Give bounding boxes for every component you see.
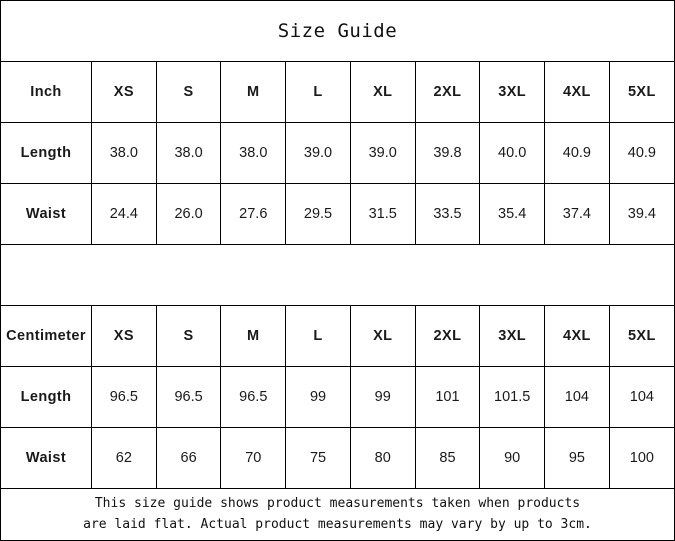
size-header-cm-xs: XS: [91, 306, 157, 367]
cell-waist-inch-2xl: 33.5: [415, 183, 481, 245]
row-label-waist-inch: Waist: [1, 183, 92, 245]
row-label-waist-cm: Waist: [1, 427, 92, 489]
cell-waist-cm-4xl: 95: [544, 427, 610, 489]
cell-waist-cm-3xl: 90: [479, 427, 546, 489]
cell-length-cm-m: 96.5: [220, 366, 287, 428]
cell-waist-cm-xs: 62: [91, 427, 157, 489]
cell-waist-inch-l: 29.5: [285, 183, 351, 245]
table-row: Waist 24.4 26.0 27.6 29.5 31.5 33.5 35.4…: [1, 183, 674, 245]
cell-length-inch-3xl: 40.0: [479, 122, 546, 184]
size-header-3xl: 3XL: [479, 62, 546, 123]
table-header-row: Centimeter XS S M L XL 2XL 3XL 4XL 5XL: [1, 306, 674, 367]
cell-length-inch-4xl: 40.9: [544, 122, 610, 184]
unit-label-inch: Inch: [1, 62, 92, 123]
cell-waist-inch-m: 27.6: [220, 183, 287, 245]
row-label-length-cm: Length: [1, 366, 92, 428]
cell-waist-cm-xl: 80: [350, 427, 416, 489]
table-row: Length 38.0 38.0 38.0 39.0 39.0 39.8 40.…: [1, 122, 674, 184]
size-header-cm-4xl: 4XL: [544, 306, 610, 367]
size-header-cm-2xl: 2XL: [415, 306, 481, 367]
cell-waist-inch-5xl: 39.4: [609, 183, 674, 245]
cell-waist-cm-5xl: 100: [609, 427, 674, 489]
cell-waist-inch-s: 26.0: [156, 183, 222, 245]
size-header-cm-xl: XL: [350, 306, 416, 367]
size-header-2xl: 2XL: [415, 62, 481, 123]
cell-length-inch-xl: 39.0: [350, 122, 416, 184]
size-header-m: M: [220, 62, 287, 123]
note-line-2: are laid flat. Actual product measuremen…: [83, 516, 592, 532]
size-guide-note: This size guide shows product measuremen…: [1, 489, 674, 540]
table-row: Length 96.5 96.5 96.5 99 99 101 101.5 10…: [1, 366, 674, 428]
cell-length-inch-xs: 38.0: [91, 122, 157, 184]
cell-waist-inch-xl: 31.5: [350, 183, 416, 245]
cell-waist-cm-l: 75: [285, 427, 351, 489]
size-header-xs: XS: [91, 62, 157, 123]
cell-length-cm-xs: 96.5: [91, 366, 157, 428]
cell-waist-cm-2xl: 85: [415, 427, 481, 489]
cell-length-cm-5xl: 104: [609, 366, 674, 428]
cell-length-cm-xl: 99: [350, 366, 416, 428]
cell-length-inch-2xl: 39.8: [415, 122, 481, 184]
cell-length-inch-5xl: 40.9: [609, 122, 674, 184]
size-header-4xl: 4XL: [544, 62, 610, 123]
size-header-l: L: [285, 62, 351, 123]
size-header-cm-s: S: [156, 306, 222, 367]
page-title: Size Guide: [277, 20, 398, 42]
size-header-cm-l: L: [285, 306, 351, 367]
size-header-cm-5xl: 5XL: [609, 306, 674, 367]
note-text: This size guide shows product measuremen…: [83, 494, 592, 534]
size-guide-title-row: Size Guide: [1, 1, 674, 62]
cell-length-inch-s: 38.0: [156, 122, 222, 184]
unit-label-centimeter: Centimeter: [1, 306, 92, 367]
size-header-s: S: [156, 62, 222, 123]
size-header-5xl: 5XL: [609, 62, 674, 123]
cell-length-cm-l: 99: [285, 366, 351, 428]
size-header-xl: XL: [350, 62, 416, 123]
row-label-length-inch: Length: [1, 122, 92, 184]
table-row: Waist 62 66 70 75 80 85 90 95 100: [1, 427, 674, 489]
cell-waist-inch-4xl: 37.4: [544, 183, 610, 245]
centimeter-measurements-table: Centimeter XS S M L XL 2XL 3XL 4XL 5XL L…: [1, 306, 674, 489]
cell-waist-inch-3xl: 35.4: [479, 183, 546, 245]
inch-measurements-table: Inch XS S M L XL 2XL 3XL 4XL 5XL Length …: [1, 62, 674, 245]
cell-length-cm-2xl: 101: [415, 366, 481, 428]
cell-waist-inch-xs: 24.4: [91, 183, 157, 245]
cell-waist-cm-m: 70: [220, 427, 287, 489]
cell-length-inch-l: 39.0: [285, 122, 351, 184]
size-header-cm-3xl: 3XL: [479, 306, 546, 367]
cell-waist-cm-s: 66: [156, 427, 222, 489]
cell-length-cm-3xl: 101.5: [479, 366, 546, 428]
note-line-1: This size guide shows product measuremen…: [94, 496, 581, 512]
size-header-cm-m: M: [220, 306, 287, 367]
cell-length-inch-m: 38.0: [220, 122, 287, 184]
cell-length-cm-4xl: 104: [544, 366, 610, 428]
table-header-row: Inch XS S M L XL 2XL 3XL 4XL 5XL: [1, 62, 674, 123]
table-separator-row: [1, 245, 674, 306]
cell-length-cm-s: 96.5: [156, 366, 222, 428]
